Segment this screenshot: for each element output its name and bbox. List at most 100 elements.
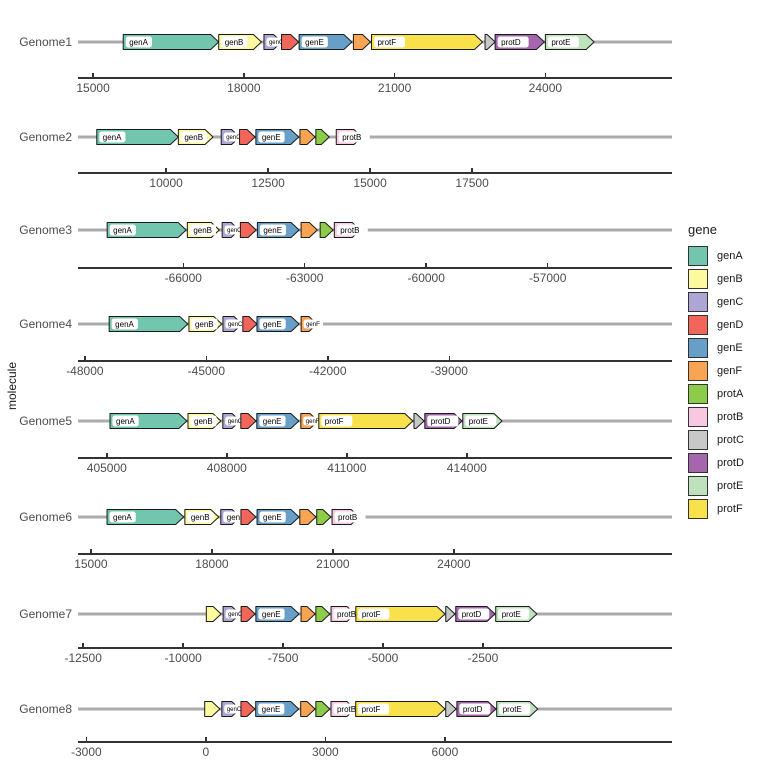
gene-arrow-genB <box>204 701 221 717</box>
genome-label: Genome8 <box>19 702 72 716</box>
legend-label: genF <box>717 365 743 377</box>
legend-item: genB <box>688 269 744 289</box>
gene-label: genE <box>263 226 282 235</box>
gene-label-box <box>499 703 531 715</box>
axis-tick <box>85 737 88 741</box>
legend-swatch-genE <box>688 338 708 358</box>
axis-tick-label: -42000 <box>309 364 347 378</box>
axis-tick-label: -5000 <box>367 651 399 665</box>
gene-arrow-protA <box>315 129 330 145</box>
gene-arrow-genD <box>240 509 257 525</box>
legend-item: protC <box>688 430 744 450</box>
gene-label-box <box>321 415 353 427</box>
legend-swatch-genC <box>688 292 708 312</box>
gene-label: genE <box>263 320 282 329</box>
axis-tick-label: 15000 <box>353 176 387 190</box>
genome-label: Genome4 <box>19 317 72 331</box>
legend-swatch-genB <box>688 269 708 289</box>
x-axis-line <box>78 267 672 269</box>
gene-label: protB <box>338 513 357 522</box>
axis-tick-label: -2500 <box>467 651 499 665</box>
axis-tick-label: -45000 <box>187 364 226 378</box>
gene-label-box <box>427 415 459 427</box>
gene-label-box <box>303 319 324 329</box>
gene-label-box <box>190 415 217 427</box>
gene-arrow-genF <box>300 701 316 717</box>
gene-arrow-protA <box>315 701 331 717</box>
gene-label: genE <box>305 38 324 47</box>
genome-track-svg: genA genB genC genE genF protF protD protE <box>78 413 672 429</box>
genome-label: Genome6 <box>19 510 72 524</box>
axis-tick <box>165 168 167 172</box>
legend-swatch-genF <box>688 361 708 381</box>
axis-tick <box>82 643 84 647</box>
axis-tick <box>303 263 306 267</box>
gene-arrow-genF <box>299 129 316 145</box>
legend-swatch-genA <box>688 246 708 266</box>
gene-label-box <box>112 415 139 427</box>
legend-label: genD <box>717 319 744 331</box>
axis-tick <box>393 73 396 77</box>
axis-tick <box>369 168 371 172</box>
gene-arrow-genF <box>352 34 371 50</box>
legend-label: genE <box>717 342 743 354</box>
legend-label: protD <box>717 457 744 469</box>
gene-label: protB <box>340 226 359 235</box>
gene-label: genC <box>269 40 284 46</box>
x-axis-line <box>78 360 672 362</box>
gene-label-box <box>358 703 390 715</box>
gene-label: genF <box>306 322 320 328</box>
gene-label-box <box>180 131 208 143</box>
legend-item: genE <box>688 338 744 358</box>
gene-label-box <box>358 608 390 620</box>
genome-label: Genome3 <box>19 223 72 237</box>
axis-tick-label: 411000 <box>327 461 367 475</box>
axis-tick <box>544 73 547 77</box>
legend-items: genA genB genC genD genE genF protA protB protC p… <box>688 246 744 519</box>
gene-label-box <box>225 609 246 619</box>
axis-tick <box>425 263 427 267</box>
axis-tick-label: 17500 <box>455 176 489 190</box>
legend-label: genB <box>717 273 743 285</box>
axis-tick <box>211 549 213 553</box>
gene-label: genC <box>228 419 243 425</box>
gene-label-box <box>225 416 245 426</box>
gene-label: genB <box>193 226 212 235</box>
gene-label: genE <box>263 513 282 522</box>
axis-tick <box>282 643 284 647</box>
gene-label: protF <box>377 38 396 47</box>
gene-arrow-genD <box>240 606 256 622</box>
axis-tick-label: -3000 <box>71 745 102 759</box>
axis-tick <box>453 549 455 553</box>
legend-item: protA <box>688 384 744 404</box>
x-axis-line <box>78 553 672 555</box>
gene-arrow-genD <box>239 129 256 145</box>
gene-label-box <box>373 36 405 48</box>
gene-label-box <box>259 224 287 236</box>
legend-swatch-protA <box>688 384 708 404</box>
legend-swatch-protF <box>688 499 708 519</box>
x-axis-line <box>78 77 672 79</box>
axis-tick-label: -10000 <box>164 651 202 665</box>
gene-label-box <box>224 704 244 714</box>
gene-label: protB <box>337 705 356 714</box>
genome-track-svg: genC genE protB protF protD protE <box>78 701 672 717</box>
gene-label: genE <box>262 705 281 714</box>
gene-label-box <box>258 131 285 143</box>
axis-tick <box>182 643 184 647</box>
gene-label-box <box>465 415 497 427</box>
gene-label: genF <box>306 419 320 425</box>
x-axis-line <box>78 647 672 649</box>
gene-label: genB <box>184 133 203 142</box>
axis-tick-label: 10000 <box>149 176 183 190</box>
gene-arrow-genD <box>239 222 257 238</box>
gene-label-box <box>498 608 530 620</box>
gene-label: genC <box>227 513 246 522</box>
axis-tick-label: 24000 <box>528 81 563 95</box>
gene-arrow-genD <box>240 701 256 717</box>
legend-label: protE <box>717 480 744 492</box>
axis-tick-label: 18000 <box>227 81 261 95</box>
gene-label-box <box>187 511 214 523</box>
axis-tick <box>327 356 329 360</box>
genome-track-svg: genA genB genC genE genF <box>78 316 672 332</box>
